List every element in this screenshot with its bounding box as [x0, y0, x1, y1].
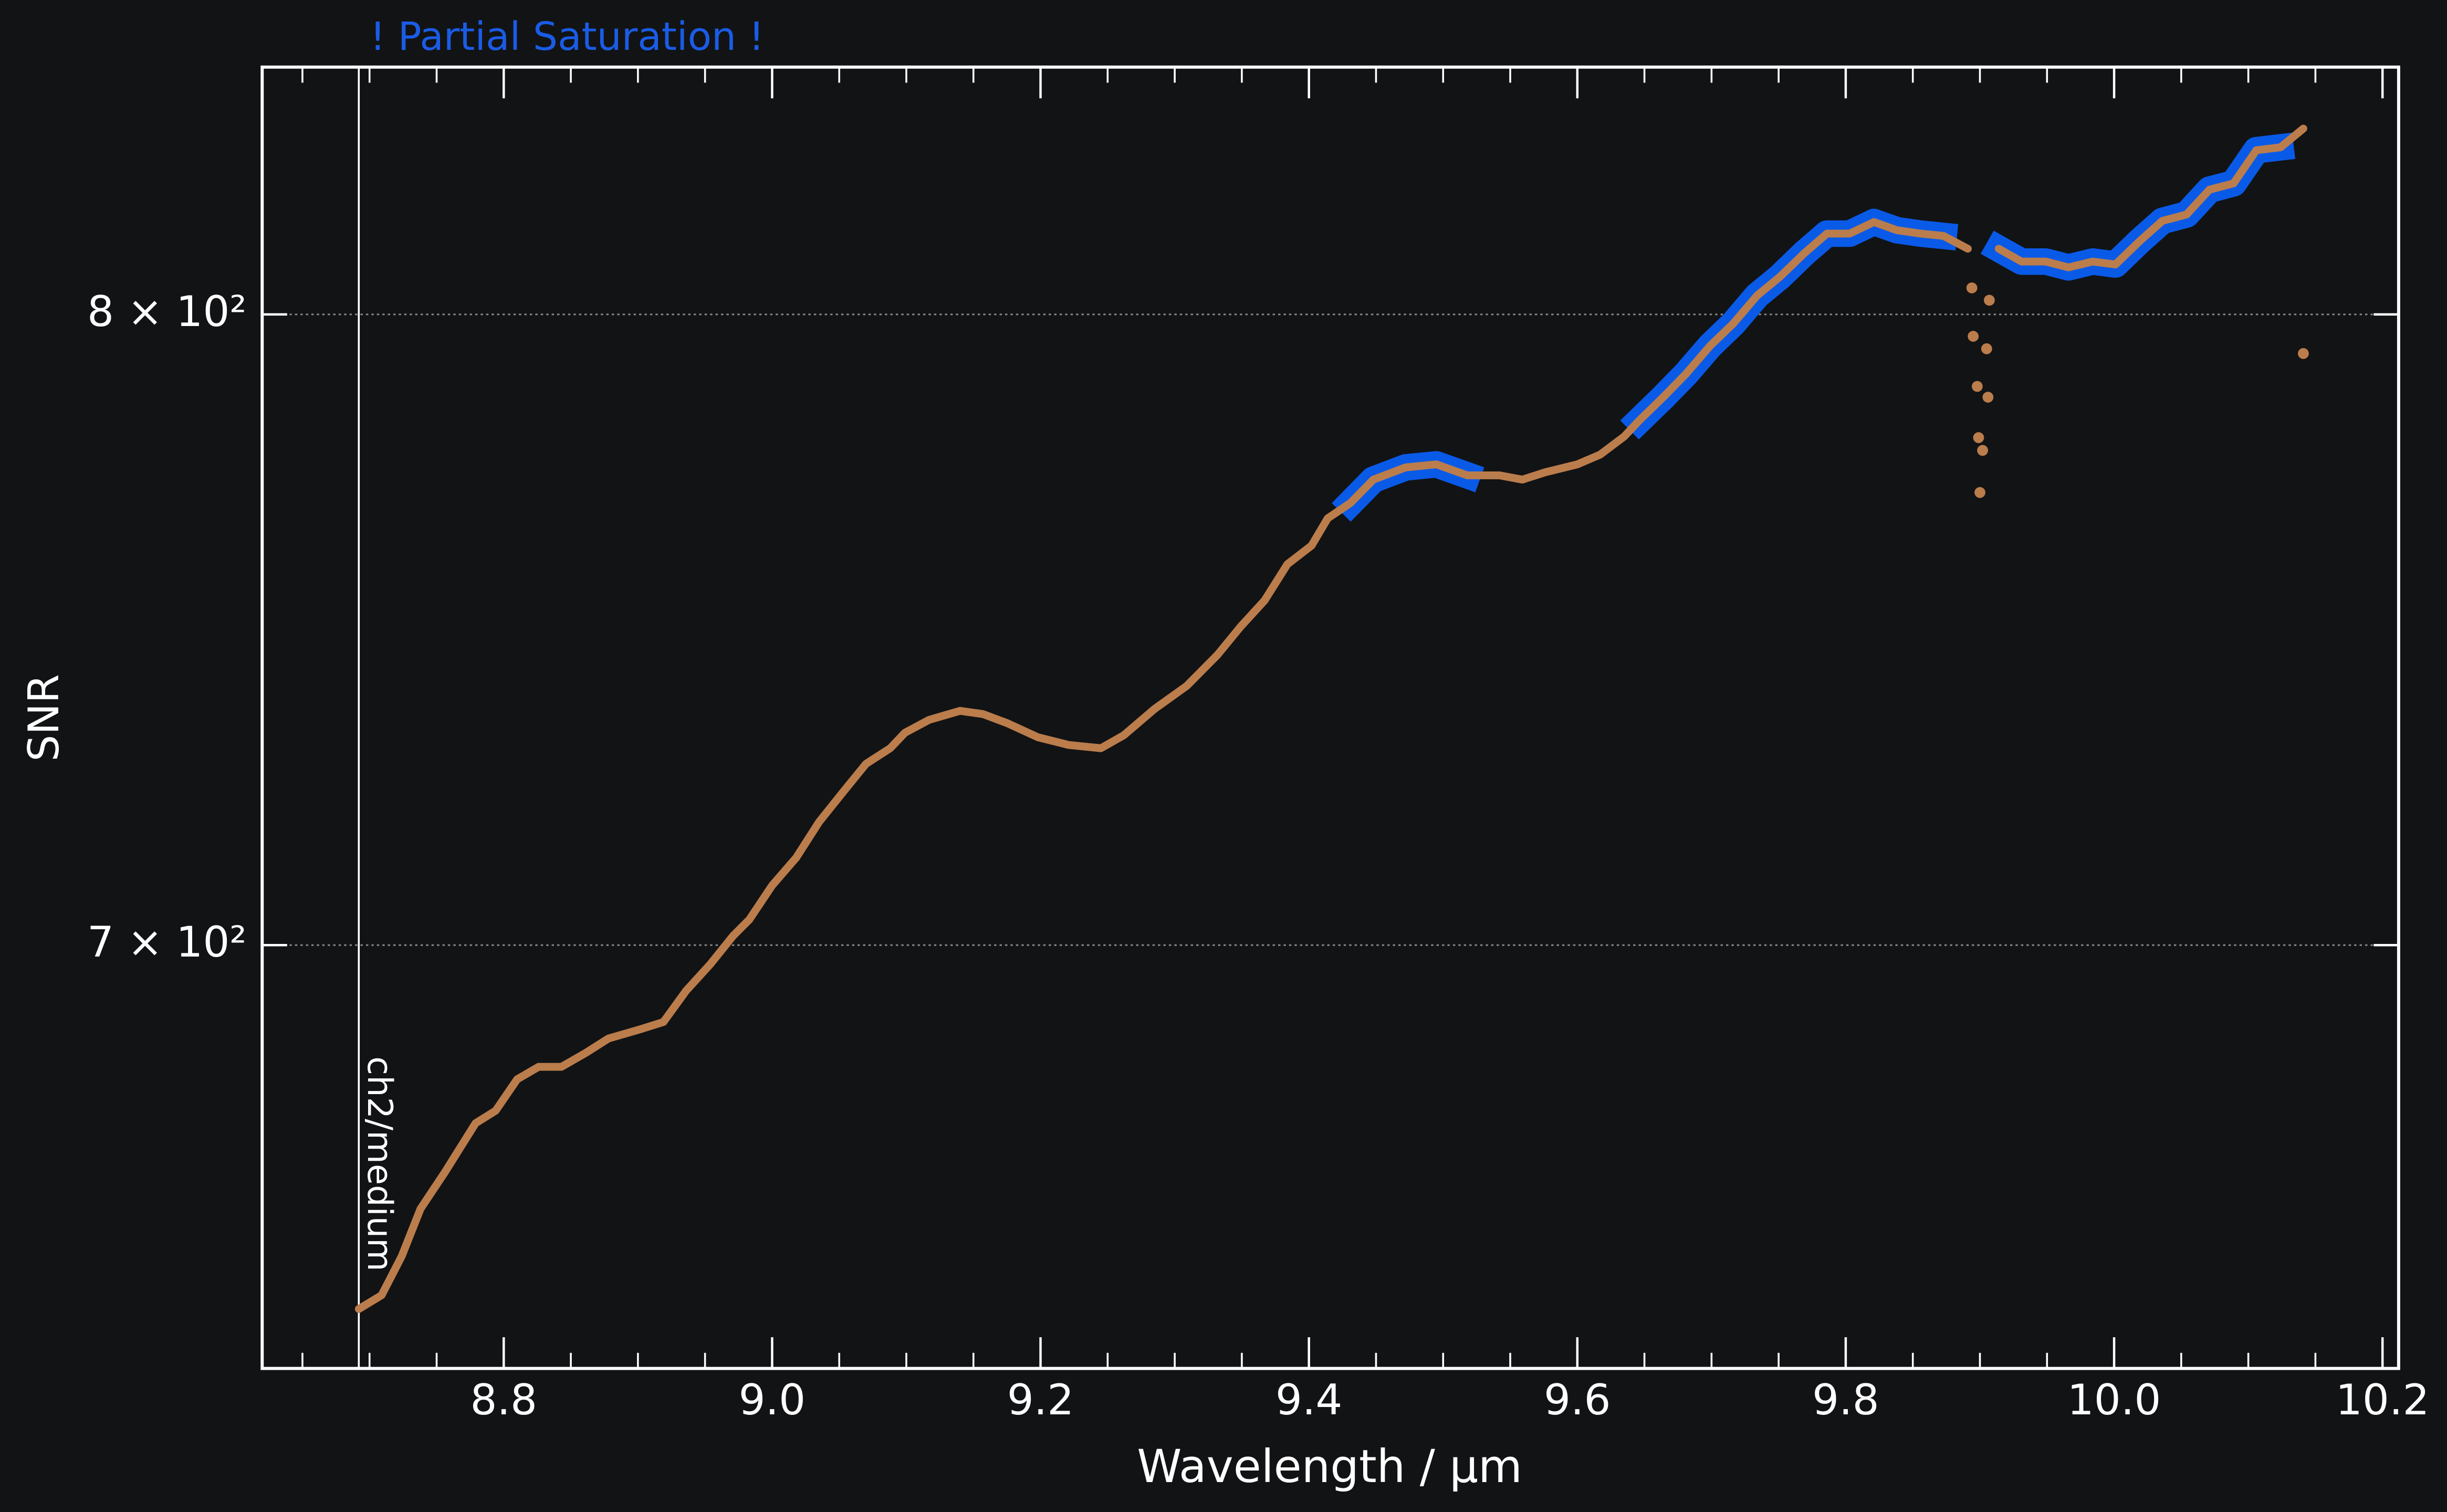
x-tick-label: 10.2 [2336, 1376, 2430, 1424]
plot-frame [260, 65, 2400, 1370]
y-axis-label: SNR [19, 674, 68, 762]
snr-point [2298, 348, 2309, 359]
x-tick-label: 9.8 [1812, 1376, 1879, 1424]
x-tick-label: 9.6 [1544, 1376, 1611, 1424]
snr-point [1977, 445, 1989, 456]
snr-point [1971, 381, 1983, 392]
x-axis-label: Wavelength / µm [1137, 1441, 1522, 1493]
snr-point [1974, 487, 1985, 498]
snr-point [1966, 282, 1978, 293]
snr-point [1982, 392, 1994, 403]
snr-line [354, 124, 2307, 1313]
y-tick-label: 7 × 10² [87, 918, 247, 967]
x-tick-label: 9.2 [1007, 1376, 1074, 1424]
snr-point [1968, 331, 1979, 342]
y-tick-label: 8 × 10² [87, 287, 247, 336]
snr-point [1983, 295, 1995, 306]
x-tick-label: 8.8 [470, 1376, 537, 1424]
marker-label: ch2/medium [360, 1056, 400, 1272]
x-tick-label: 9.0 [739, 1376, 806, 1424]
annotation: ! Partial Saturation ! [370, 14, 764, 59]
snr-point [1981, 343, 1992, 354]
x-tick-label: 9.4 [1275, 1376, 1343, 1424]
snr-point [1973, 432, 1984, 443]
x-tick-label: 10.0 [2067, 1376, 2161, 1424]
